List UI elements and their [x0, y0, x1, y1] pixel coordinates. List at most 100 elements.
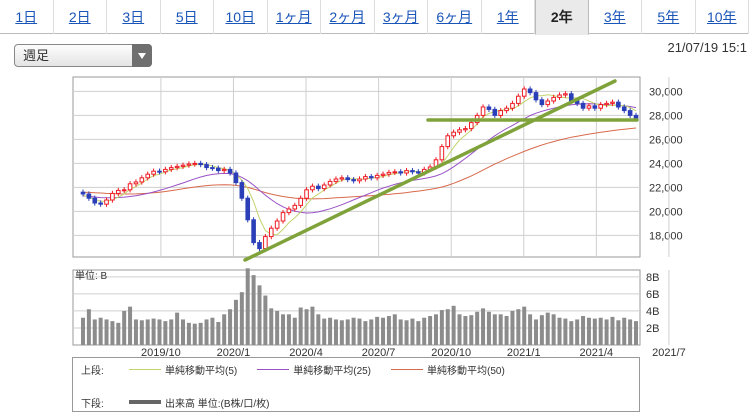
legend-lower-row: 下段: 出来高 単位:(B株/口/枚) [81, 395, 289, 410]
volume-bar [339, 320, 344, 345]
tab-period-6[interactable]: 2ヶ月 [321, 0, 375, 34]
candle-body [604, 102, 609, 106]
candle-body [115, 189, 121, 194]
volume-bar [469, 315, 474, 345]
candle-body [439, 146, 445, 161]
volume-bar [239, 292, 244, 345]
candle-body [151, 170, 156, 175]
candle-body [404, 170, 409, 174]
candle-body [268, 227, 274, 238]
volume-bar [504, 316, 509, 345]
price-chart: 30,000 28,000 26,000 24,000 22,000 20,000 18,0… [72, 76, 686, 359]
legend-item-ma25-label: 単純移動平均(25) [293, 365, 372, 377]
candle-body [210, 167, 215, 170]
tab-period-12[interactable]: 5年 [642, 0, 696, 34]
volume-bar [486, 311, 491, 345]
x-tick-label: 2020/7 [362, 347, 396, 359]
volume-bar [539, 315, 544, 345]
price-tick-label: 28,000 [649, 110, 683, 122]
volume-bar [357, 318, 362, 345]
volume-bar [363, 321, 368, 345]
x-tick-label: 2020/4 [289, 347, 323, 359]
candle-body [533, 92, 539, 101]
volume-bar [133, 319, 138, 345]
candle-body [163, 168, 168, 173]
tab-period-10[interactable]: 2年 [535, 0, 589, 35]
candle-body [127, 183, 133, 191]
volume-bar [210, 317, 215, 345]
tab-period-3[interactable]: 5日 [161, 0, 214, 34]
volume-bar [510, 310, 515, 345]
volume-bar [198, 322, 203, 345]
volume-bar [610, 316, 615, 345]
legend-item-volume: 出来高 単位:(B株/口/枚) [129, 395, 269, 410]
legend-item-volume-label: 出来高 単位:(B株/口/枚) [165, 398, 270, 410]
candle-body [80, 191, 86, 195]
candle-body [457, 129, 462, 133]
candle-body [98, 202, 103, 205]
legend-lower-label: 下段: [81, 398, 104, 410]
price-tick-label: 24,000 [649, 158, 683, 170]
volume-bar [404, 320, 409, 345]
candle-body [521, 88, 527, 97]
chevron-down-icon[interactable] [132, 44, 152, 67]
interval-select[interactable]: 週足 [14, 44, 152, 67]
price-panel-frame [72, 76, 641, 258]
tab-period-2[interactable]: 3日 [107, 0, 161, 34]
volume-bar [392, 314, 397, 345]
candle-body [286, 208, 292, 214]
tab-period-9[interactable]: 1年 [482, 0, 535, 34]
volume-bar [222, 314, 227, 345]
tab-period-5[interactable]: 1ヶ月 [268, 0, 321, 34]
volume-bar [433, 314, 438, 345]
x-tick-label: 2020/1 [217, 347, 251, 359]
volume-bar [545, 312, 550, 345]
candle-body [392, 171, 398, 174]
volume-bar [233, 299, 238, 345]
price-tick-label: 22,000 [649, 182, 683, 194]
volume-bar [128, 306, 133, 345]
volume-bar [263, 295, 268, 345]
volume-bar [592, 318, 597, 345]
candle-body [345, 177, 351, 181]
candle-body [545, 100, 551, 106]
volume-bar [269, 308, 274, 345]
volume-bar [557, 317, 562, 345]
candle-body [527, 88, 533, 94]
candle-body [168, 167, 174, 170]
tab-period-1[interactable]: 2日 [54, 0, 107, 34]
legend-swatch-ma5 [129, 368, 161, 370]
candle-body [186, 163, 192, 166]
volume-bar [575, 319, 580, 345]
candle-body [251, 219, 256, 244]
volume-bar [145, 319, 150, 345]
x-tick-label: 2020/10 [431, 347, 471, 359]
candle-body [398, 171, 403, 174]
legend-item-ma25: 単純移動平均(25) [257, 362, 371, 377]
volume-bar [316, 314, 321, 345]
candle-body [516, 95, 521, 104]
candle-body [463, 128, 468, 131]
candle-body [280, 212, 286, 222]
volume-bar [628, 319, 633, 345]
legend-swatch-ma25 [257, 368, 290, 370]
volume-bar [192, 323, 197, 345]
tab-period-11[interactable]: 3年 [589, 0, 642, 34]
legend-swatch-ma50 [391, 368, 424, 370]
volume-bar [322, 318, 327, 345]
tab-period-13[interactable]: 10年 [696, 0, 749, 34]
tab-period-4[interactable]: 10日 [214, 0, 268, 34]
candle-body [239, 182, 245, 199]
candle-body [563, 93, 568, 96]
volume-bar [516, 309, 521, 345]
volume-bar [351, 317, 356, 345]
tab-period-0[interactable]: 1日 [0, 0, 54, 34]
volume-bar [369, 319, 374, 345]
candle-body [610, 101, 615, 104]
candle-body [539, 99, 545, 106]
tab-period-7[interactable]: 3ヶ月 [375, 0, 428, 34]
period-tabs: 1日 2日 3日 5日 10日 1ヶ月 2ヶ月 3ヶ月 6ヶ月 1年 2年 3年 5年 10年 [0, 0, 749, 35]
tab-period-8[interactable]: 6ヶ月 [428, 0, 482, 34]
candle-body [245, 197, 251, 221]
volume-unit-label: 単位: B [75, 269, 108, 282]
